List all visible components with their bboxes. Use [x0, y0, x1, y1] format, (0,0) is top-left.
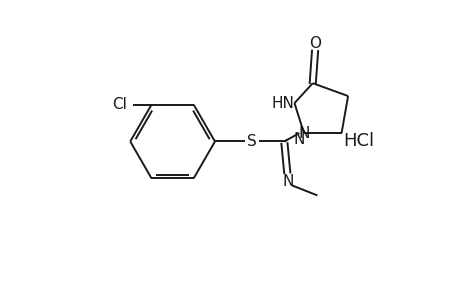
Text: O: O [308, 36, 320, 51]
Text: HCl: HCl [342, 133, 374, 151]
Text: N: N [293, 133, 304, 148]
Text: Cl: Cl [112, 97, 127, 112]
Text: S: S [246, 134, 256, 149]
Text: HN: HN [271, 96, 294, 111]
Text: N: N [282, 174, 293, 189]
Text: N: N [297, 126, 309, 141]
